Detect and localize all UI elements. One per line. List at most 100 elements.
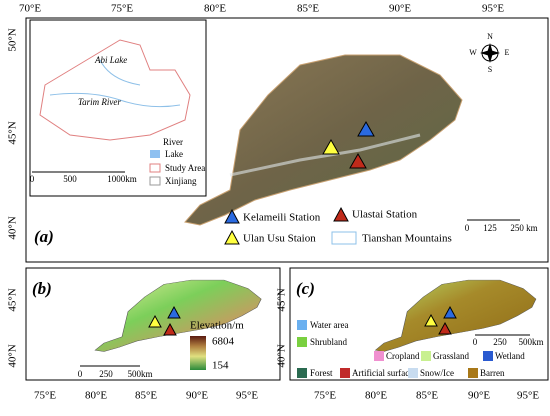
legend-swatch [421, 351, 431, 361]
lon-label: 85°E [416, 390, 438, 402]
legend-label: Kelameili Station [243, 212, 321, 224]
lon-label: 75°E [111, 3, 133, 15]
station [424, 313, 438, 327]
legend-marker [224, 208, 240, 224]
legend-label: Ulan Usu Staion [243, 233, 316, 245]
station [349, 152, 367, 169]
legend-label: Study Area [165, 163, 205, 173]
mountains [229, 133, 421, 177]
lon-label: 75°E [314, 390, 336, 402]
lat-label: 50°N [7, 28, 19, 51]
legend-swatch [331, 231, 357, 245]
legend-marker [333, 206, 349, 222]
legend-label: Cropland [386, 351, 420, 361]
panel-b: (b) Elevation/m 6804 154 0 250 500km 75°… [7, 267, 281, 402]
scale-label: 500 [63, 174, 77, 184]
lon-label: 80°E [204, 3, 226, 15]
lat-label: 40°N [7, 216, 19, 239]
scale-label: 0 [465, 223, 470, 233]
legend-marker [224, 229, 240, 245]
lon-label: 75°E [34, 390, 56, 402]
legend-label: Grassland [433, 351, 469, 361]
scale-label: 0 [473, 337, 478, 347]
xinjiang [39, 39, 191, 141]
legend-label: Ulastai Station [352, 209, 418, 221]
legend-swatch [149, 176, 161, 186]
lon-label: 90°E [468, 390, 490, 402]
station [438, 321, 452, 335]
legend-label: Barren [480, 368, 505, 378]
panel-c: (c) Water area Shrubland Cropland Grassl… [276, 267, 549, 402]
legend-swatch [149, 163, 161, 173]
scale-label: 0 [78, 369, 83, 379]
lat-label: 40°N [276, 344, 288, 367]
legend-title: River [163, 137, 183, 147]
compass-label: E [505, 48, 510, 57]
lon-label: 90°E [186, 390, 208, 402]
legend-swatch [297, 320, 307, 330]
scale-label: 250 [493, 337, 507, 347]
legend-label: Artificial surface [352, 368, 413, 378]
inset-frame [29, 19, 207, 197]
station [443, 305, 457, 319]
legend-swatch [374, 351, 384, 361]
panel-label: (b) [32, 279, 52, 298]
lon-label: 80°E [365, 390, 387, 402]
compass-label: W [469, 48, 477, 57]
panel-a: 70°E 75°E 80°E 85°E 90°E 95°E 50°N 45°N … [7, 3, 549, 263]
legend-min: 154 [212, 360, 229, 372]
scale-label: 500km [518, 337, 543, 347]
lat-label: 40°N [7, 344, 19, 367]
lon-label: 95°E [517, 390, 539, 402]
color-bar [190, 336, 206, 370]
station [167, 305, 181, 319]
lat-label: 45°N [7, 121, 19, 144]
river-name: Tarim River [78, 97, 121, 107]
scale-label: 0 [30, 174, 35, 184]
legend-swatch [340, 368, 350, 378]
legend-swatch [468, 368, 478, 378]
station [148, 314, 162, 328]
legend-label: Shrubland [310, 337, 347, 347]
station [163, 322, 177, 336]
lake-name: Abi Lake [94, 55, 127, 65]
legend-label: Water area [310, 320, 349, 330]
lon-label: 80°E [85, 390, 107, 402]
lon-label: 85°E [135, 390, 157, 402]
scale-label: 250 km [510, 223, 537, 233]
panel-label: (c) [296, 279, 315, 298]
scale-label: 125 [483, 223, 497, 233]
legend-title: Elevation/m [190, 320, 244, 332]
compass-label: N [487, 32, 493, 41]
lon-label: 95°E [482, 3, 504, 15]
scale-label: 250 [99, 369, 113, 379]
legend-label: Lake [165, 149, 183, 159]
river [49, 59, 181, 108]
panel-label: (a) [34, 227, 54, 246]
legend-label: Xinjiang [165, 176, 197, 186]
legend-label: Wetland [495, 351, 525, 361]
legend-swatch [297, 368, 307, 378]
lon-label: 90°E [389, 3, 411, 15]
scale-label: 1000km [107, 174, 137, 184]
legend-max: 6804 [212, 336, 235, 348]
legend-swatch [408, 368, 418, 378]
station [322, 138, 340, 155]
legend-swatch [297, 337, 307, 347]
lat-label: 45°N [276, 288, 288, 311]
scale-label: 500km [127, 369, 152, 379]
station [357, 120, 375, 137]
legend-label: Tianshan Mountains [362, 233, 452, 245]
legend-label: Snow/Ice [420, 368, 454, 378]
lon-label: 85°E [297, 3, 319, 15]
legend-label: Forest [310, 368, 333, 378]
lon-label: 95°E [236, 390, 258, 402]
compass-needle [480, 43, 500, 63]
compass-label: S [488, 65, 492, 74]
legend-swatch [150, 150, 160, 158]
legend-swatch [483, 351, 493, 361]
lon-label: 70°E [19, 3, 41, 15]
lat-label: 45°N [7, 288, 19, 311]
